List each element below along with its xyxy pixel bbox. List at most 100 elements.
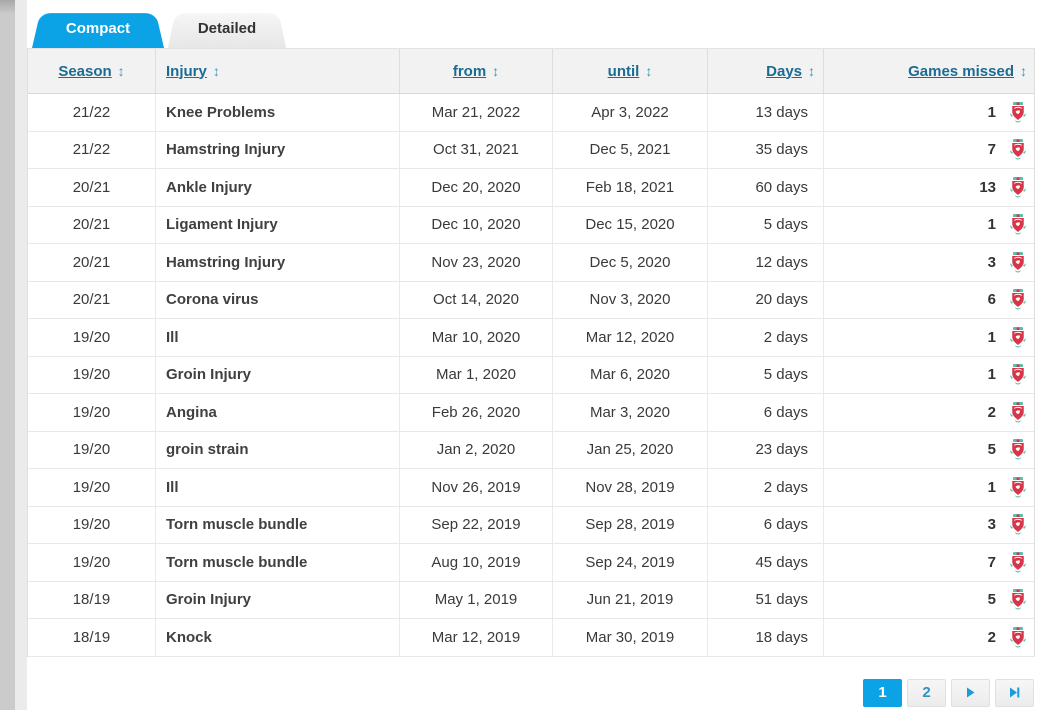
injury-cell: Knee Problems [155,94,399,131]
games-missed-cell: 1 [823,356,1035,393]
from-date-cell: Nov 23, 2020 [399,244,552,281]
injury-cell: Hamstring Injury [155,244,399,281]
season-cell: 19/20 [72,553,111,571]
tab-detailed[interactable]: Detailed [168,8,286,48]
days-cell: 5 days [707,356,823,393]
season-cell: 20/21 [72,216,111,234]
games-missed-count: 1 [987,478,996,496]
table-row: 18/19 Knock Mar 12, 2019 Mar 30, 2019 18… [28,619,1034,657]
from-date-cell: Mar 21, 2022 [399,94,552,131]
games-missed-cell: 13 [823,169,1035,206]
from-date-cell: May 1, 2019 [399,581,552,618]
until-date-cell: Dec 5, 2021 [552,131,707,168]
until-date-cell: Jan 25, 2020 [552,431,707,468]
games-missed-cell: 7 [823,131,1035,168]
last-page-button[interactable] [995,678,1034,707]
table-row: 20/21 Ligament Injury Dec 10, 2020 Dec 1… [28,206,1034,244]
column-header-season[interactable]: Season ↕ [58,62,125,80]
liverpool-crest-icon[interactable] [1009,101,1027,123]
until-date-cell: Mar 3, 2020 [552,394,707,431]
column-header-days[interactable]: Days ↕ [707,49,823,93]
liverpool-crest-icon[interactable] [1009,326,1027,348]
injury-cell: Angina [155,394,399,431]
from-date-cell: Mar 12, 2019 [399,619,552,656]
table-row: 19/20 Ill Nov 26, 2019 Nov 28, 2019 2 da… [28,469,1034,507]
liverpool-crest-icon[interactable] [1009,439,1027,460]
days-cell: 5 days [707,206,823,243]
until-date-cell: Apr 3, 2022 [552,94,707,131]
injury-cell: Ill [155,469,399,506]
days-cell: 35 days [707,131,823,168]
table-row: 21/22 Hamstring Injury Oct 31, 2021 Dec … [28,131,1035,169]
liverpool-crest-icon[interactable] [1009,589,1027,610]
games-missed-cell: 1 [823,319,1035,356]
days-cell: 51 days [707,581,823,618]
from-date-cell: Mar 1, 2020 [399,356,552,393]
season-cell: 19/20 [72,516,111,534]
liverpool-crest-icon[interactable] [1009,139,1027,160]
season-cell: 19/20 [72,403,111,421]
liverpool-crest-icon[interactable] [1009,289,1027,310]
games-missed-count: 1 [987,103,996,121]
days-cell: 6 days [707,506,823,543]
injury-cell: Groin Injury [155,356,399,393]
liverpool-crest-icon[interactable] [1009,626,1027,648]
table-row: 19/20 Torn muscle bundle Sep 22, 2019 Se… [28,506,1034,544]
column-header-injury[interactable]: Injury ↕ [155,49,399,93]
days-cell: 45 days [707,544,823,581]
until-date-cell: Mar 6, 2020 [552,356,707,393]
games-missed-count: 7 [987,553,996,571]
table-body: 21/22 Knee Problems Mar 21, 2022 Apr 3, … [28,94,1034,657]
games-missed-count: 1 [987,216,996,234]
page-button-1[interactable]: 1 [863,678,902,707]
column-header-until[interactable]: until ↕ [552,49,707,93]
days-cell: 18 days [707,619,823,656]
column-header-from[interactable]: from ↕ [399,49,552,93]
days-cell: 23 days [707,431,823,468]
sort-icon: ↕ [1020,63,1027,79]
days-cell: 2 days [707,319,823,356]
liverpool-crest-icon[interactable] [1009,176,1027,198]
days-cell: 6 days [707,394,823,431]
tab-compact-label: Compact [65,19,131,37]
from-date-cell: Oct 31, 2021 [399,131,552,168]
injury-cell: Ill [155,319,399,356]
season-cell: 19/20 [72,478,111,496]
injury-cell: Knock [155,619,399,656]
sort-icon: ↕ [492,63,500,79]
tab-compact[interactable]: Compact [32,8,164,48]
from-date-cell: Nov 26, 2019 [399,469,552,506]
injury-cell: groin strain [155,431,399,468]
liverpool-crest-icon[interactable] [1009,364,1027,385]
season-cell: 21/22 [72,141,111,159]
liverpool-crest-icon[interactable] [1009,401,1027,423]
liverpool-crest-icon[interactable] [1009,476,1027,498]
games-missed-count: 2 [987,403,996,421]
games-missed-count: 1 [987,328,996,346]
liverpool-crest-icon[interactable] [1009,551,1027,573]
games-missed-cell: 5 [823,431,1035,468]
until-date-cell: Nov 3, 2020 [552,281,707,318]
until-date-cell: Sep 28, 2019 [552,506,707,543]
next-page-button[interactable] [951,678,990,707]
last-page-icon [1010,687,1020,698]
season-cell: 19/20 [72,328,111,346]
column-header-games-missed[interactable]: Games missed ↕ [823,49,1035,93]
from-date-cell: Oct 14, 2020 [399,281,552,318]
games-missed-count: 6 [987,291,996,309]
games-missed-count: 3 [987,516,996,534]
liverpool-crest-icon[interactable] [1009,214,1027,235]
liverpool-crest-icon[interactable] [1009,251,1027,273]
games-missed-count: 7 [987,141,996,159]
season-cell: 18/19 [72,591,111,609]
sort-icon: ↕ [808,63,815,79]
table-row: 19/20 groin strain Jan 2, 2020 Jan 25, 2… [28,431,1035,469]
page-button-2[interactable]: 2 [907,678,946,707]
table-row: 20/21 Ankle Injury Dec 20, 2020 Feb 18, … [28,169,1034,207]
table-row: 21/22 Knee Problems Mar 21, 2022 Apr 3, … [28,94,1034,132]
tab-detailed-label: Detailed [197,19,257,37]
injury-cell: Ankle Injury [155,169,399,206]
liverpool-crest-icon[interactable] [1009,514,1027,535]
from-date-cell: Feb 26, 2020 [399,394,552,431]
games-missed-cell: 6 [823,281,1035,318]
